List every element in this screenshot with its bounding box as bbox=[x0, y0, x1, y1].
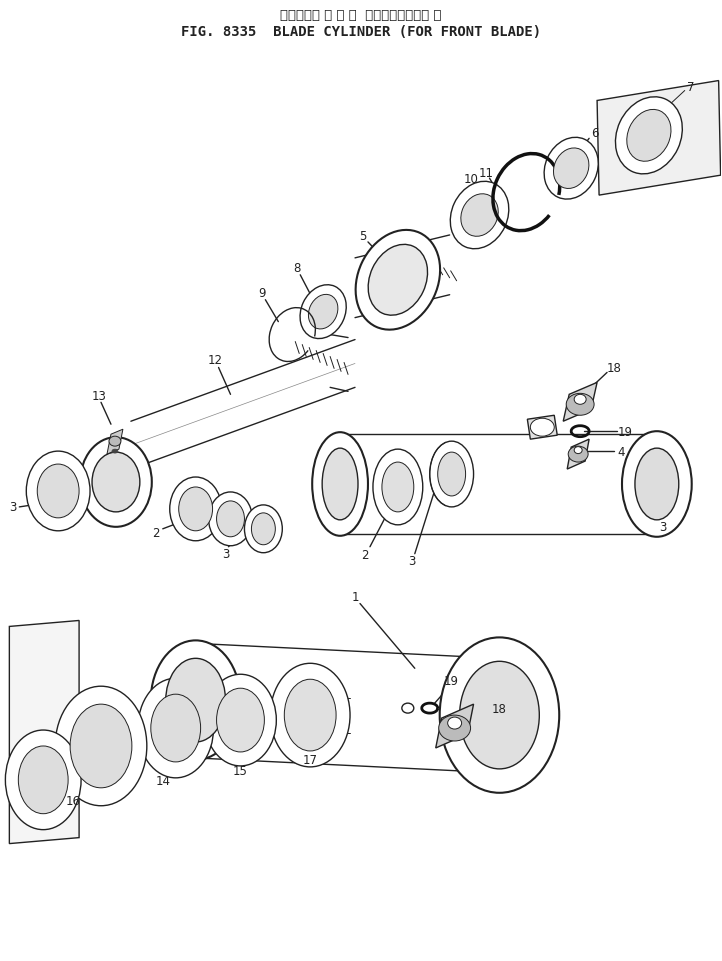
Ellipse shape bbox=[544, 138, 599, 200]
Text: 2: 2 bbox=[361, 549, 369, 561]
Text: 5: 5 bbox=[360, 231, 367, 243]
Ellipse shape bbox=[531, 419, 554, 436]
Ellipse shape bbox=[312, 432, 368, 536]
Ellipse shape bbox=[460, 661, 539, 769]
Ellipse shape bbox=[38, 464, 79, 518]
Ellipse shape bbox=[170, 478, 222, 541]
Ellipse shape bbox=[151, 641, 240, 760]
Polygon shape bbox=[107, 430, 123, 455]
Ellipse shape bbox=[112, 450, 118, 454]
Polygon shape bbox=[597, 82, 721, 196]
Text: 3: 3 bbox=[659, 521, 666, 533]
Text: 16: 16 bbox=[66, 795, 81, 807]
Polygon shape bbox=[435, 704, 474, 749]
Ellipse shape bbox=[80, 437, 152, 528]
Text: 3: 3 bbox=[222, 548, 229, 560]
Ellipse shape bbox=[217, 502, 245, 537]
Ellipse shape bbox=[217, 688, 264, 752]
Text: 6: 6 bbox=[591, 127, 599, 139]
Ellipse shape bbox=[245, 505, 282, 554]
Ellipse shape bbox=[438, 453, 466, 497]
Text: 3: 3 bbox=[9, 501, 17, 514]
Text: 18: 18 bbox=[492, 702, 507, 715]
Ellipse shape bbox=[439, 715, 471, 741]
Ellipse shape bbox=[568, 447, 588, 462]
Ellipse shape bbox=[368, 245, 427, 316]
Ellipse shape bbox=[151, 695, 201, 762]
Ellipse shape bbox=[402, 703, 414, 713]
Text: 1: 1 bbox=[352, 590, 359, 604]
Ellipse shape bbox=[18, 746, 68, 814]
Ellipse shape bbox=[382, 462, 414, 512]
Ellipse shape bbox=[284, 679, 336, 752]
Ellipse shape bbox=[92, 453, 140, 512]
Ellipse shape bbox=[70, 704, 132, 788]
Ellipse shape bbox=[373, 450, 423, 526]
Ellipse shape bbox=[356, 231, 440, 331]
Ellipse shape bbox=[440, 638, 560, 793]
Ellipse shape bbox=[574, 395, 586, 405]
Polygon shape bbox=[9, 621, 79, 844]
Ellipse shape bbox=[574, 447, 582, 455]
Ellipse shape bbox=[451, 182, 509, 250]
Polygon shape bbox=[563, 383, 597, 422]
Ellipse shape bbox=[448, 717, 461, 729]
Ellipse shape bbox=[138, 678, 214, 778]
Ellipse shape bbox=[300, 285, 347, 339]
Ellipse shape bbox=[430, 442, 474, 507]
Ellipse shape bbox=[322, 449, 358, 520]
Polygon shape bbox=[527, 416, 557, 440]
Text: 18: 18 bbox=[606, 361, 622, 375]
Text: 12: 12 bbox=[208, 354, 223, 366]
Text: 17: 17 bbox=[303, 753, 318, 767]
Ellipse shape bbox=[566, 394, 594, 416]
Ellipse shape bbox=[627, 111, 671, 162]
Ellipse shape bbox=[109, 436, 121, 447]
Ellipse shape bbox=[204, 675, 277, 766]
Ellipse shape bbox=[461, 194, 498, 237]
Ellipse shape bbox=[622, 431, 692, 537]
Text: 19: 19 bbox=[444, 674, 459, 687]
Ellipse shape bbox=[251, 513, 275, 545]
Ellipse shape bbox=[55, 686, 147, 806]
Text: 2: 2 bbox=[152, 527, 160, 540]
Text: ブレードシ リ ン ダ  フロントブレード 用: ブレードシ リ ン ダ フロントブレード 用 bbox=[280, 10, 442, 22]
Text: 8: 8 bbox=[294, 262, 301, 275]
Ellipse shape bbox=[554, 149, 589, 189]
Ellipse shape bbox=[26, 452, 90, 531]
Text: 11: 11 bbox=[479, 166, 494, 180]
Ellipse shape bbox=[270, 664, 350, 767]
Text: 14: 14 bbox=[155, 775, 170, 787]
Text: 15: 15 bbox=[233, 765, 248, 777]
Text: 9: 9 bbox=[258, 287, 266, 300]
Text: 10: 10 bbox=[464, 172, 479, 185]
Ellipse shape bbox=[615, 98, 682, 175]
Polygon shape bbox=[567, 440, 589, 470]
Ellipse shape bbox=[166, 658, 225, 742]
Ellipse shape bbox=[308, 295, 338, 330]
Ellipse shape bbox=[179, 487, 212, 531]
Text: FIG. 8335  BLADE CYLINDER (FOR FRONT BLADE): FIG. 8335 BLADE CYLINDER (FOR FRONT BLAD… bbox=[181, 25, 541, 38]
Text: 13: 13 bbox=[92, 389, 106, 403]
Text: 19: 19 bbox=[617, 426, 632, 438]
Text: 3: 3 bbox=[408, 554, 415, 568]
Ellipse shape bbox=[209, 492, 253, 546]
Ellipse shape bbox=[5, 730, 81, 829]
Text: 7: 7 bbox=[687, 81, 695, 94]
Ellipse shape bbox=[635, 449, 679, 520]
Text: 4: 4 bbox=[617, 445, 625, 458]
